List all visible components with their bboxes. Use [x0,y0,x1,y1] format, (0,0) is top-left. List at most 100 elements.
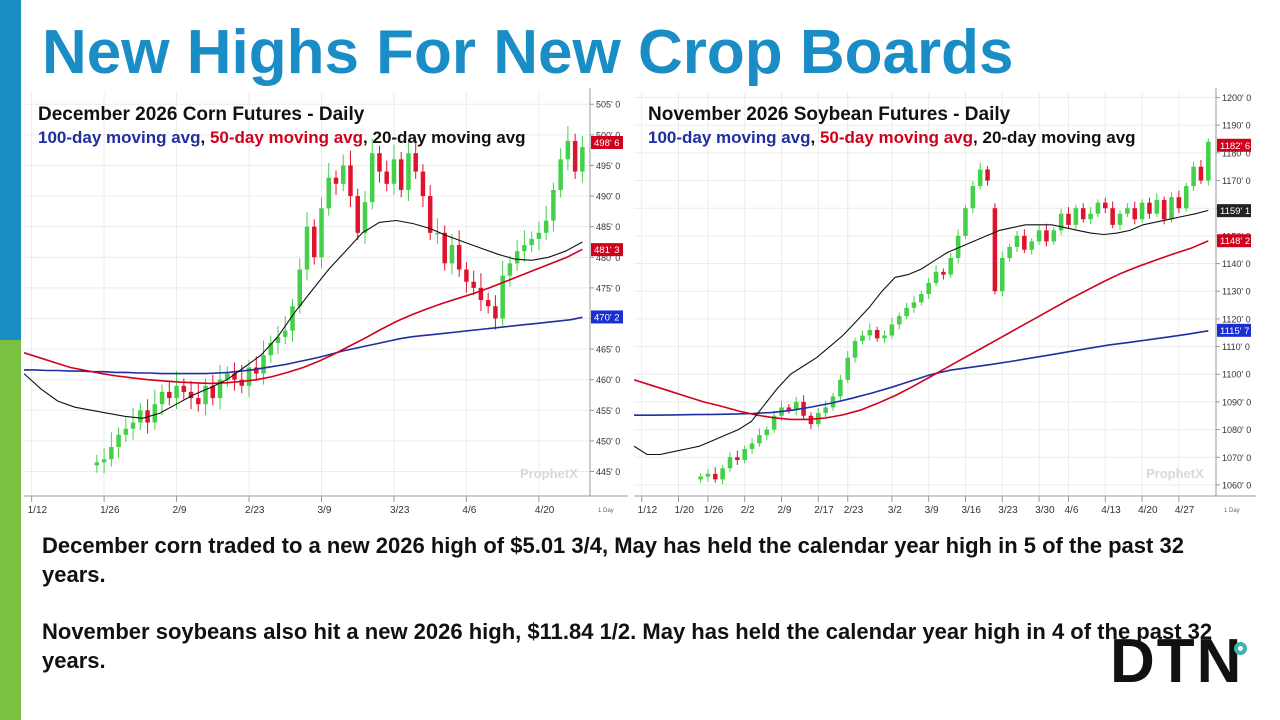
corn-subtitle-sep1: , [200,128,210,147]
soy-x-tick-label: 2/2 [741,505,755,516]
soy-candle [1080,208,1086,220]
corn-candle [275,336,281,343]
corn-commentary: December corn traded to a new 2026 high … [42,533,1184,587]
corn-candle [340,165,346,184]
corn-candle [312,226,317,258]
corn-candle [123,428,129,435]
corn-chart-svg: 505' 0 500' 0 495' 0 490' 0 485' 0 480' 0 475'… [24,88,628,516]
corn-candle [196,398,201,405]
corn-candle [138,410,143,423]
soy-candle [1183,186,1189,209]
corn-candle [181,385,187,392]
corn-y-tick-label: 495' 0 [596,161,620,171]
soy-candle [1036,230,1042,242]
soy-y-tick-label: 1070' 0 [1222,453,1251,463]
soy-x-tick-label: 4/6 [1065,505,1079,516]
soy-subtitle-sep2: , [973,128,983,147]
soy-candle [963,208,968,236]
soy-candle [926,282,931,294]
corn-candle [507,263,513,276]
corn-x-tick-label: 1/12 [28,505,48,516]
corn-candle [406,153,411,190]
soy-candle [970,186,976,209]
corn-candle [565,140,571,160]
soy-candle [793,401,799,411]
corn-subtitle-ma100: 100-day moving avg [38,128,201,147]
soy-x-tick-label: 3/16 [961,505,981,516]
soy-candle [1029,241,1034,250]
soy-candle [698,476,703,480]
corn-x-tick-label: 2/23 [245,505,265,516]
corn-candle [362,202,368,233]
soy-x-tick-label: 1/26 [704,505,724,516]
corn-subtitle-sep2: , [363,128,373,147]
soy-candle [1014,235,1020,247]
corn-y-tick-label: 445' 0 [596,467,620,477]
corn-footer-tick-label: 1 Day [598,508,614,514]
corn-candle [572,140,578,172]
corn-ma20-line [24,219,583,419]
soy-subtitle-ma20: 20-day moving avg [982,128,1136,147]
corn-chart-subtitle: 100-day moving avg, 50-day moving avg, 2… [38,128,526,148]
corn-candle [355,196,360,233]
soy-x-tick-label: 4/20 [1138,505,1158,516]
soy-candle [1058,213,1064,231]
soy-x-tick-label: 2/23 [844,505,864,516]
corn-candle [326,177,331,209]
corn-candle [580,147,585,172]
soy-y-tick-label: 1130' 0 [1222,287,1251,297]
corn-x-tick-label: 4/6 [462,505,476,516]
soy-price-tag [1217,138,1251,152]
accent-bar-green [0,340,21,720]
soy-candle [1139,202,1145,220]
corn-candle [232,373,237,380]
corn-candle [109,447,114,460]
soy-subtitle-ma50: 50-day moving avg [819,128,974,147]
soy-candle [845,357,851,380]
soy-candle [867,329,873,336]
soy-candle [712,473,718,480]
accent-bar-blue [0,0,21,340]
corn-candle [456,245,462,270]
corn-y-tick-label: 475' 0 [596,283,620,293]
soy-y-tick-label: 1080' 0 [1222,425,1251,435]
soy-candle [1022,235,1027,250]
corn-candle [413,153,418,172]
corn-candle [101,459,107,463]
soy-candle [1132,208,1138,220]
soy-candle [735,457,740,461]
corn-candle [290,306,295,331]
soy-candle [1095,202,1101,214]
soy-y-tick-label: 1200' 0 [1222,93,1251,103]
soy-candle [1147,202,1152,214]
soy-y-tick-label: 1090' 0 [1222,397,1251,407]
corn-candle [188,391,194,399]
corn-candle [348,165,353,197]
soy-candle [1154,199,1160,214]
corn-candle [529,238,534,246]
soy-price-tag-label: 1148' 2 [1220,236,1250,247]
corn-ma50-line [24,248,583,385]
corn-candle [551,189,556,221]
corn-candle [377,153,382,172]
corn-x-tick-label: 2/9 [173,505,187,516]
soy-ma50-line [634,240,1209,421]
corn-candle [239,379,245,386]
soy-candle [757,435,762,444]
corn-y-tick-label: 460' 0 [596,375,620,385]
soy-x-tick-label: 4/27 [1175,505,1195,516]
dtn-logo: DTN [1110,627,1260,700]
corn-y-tick-label: 490' 0 [596,192,620,202]
soy-candle [948,258,954,275]
corn-y-tick-label: 465' 0 [596,345,620,355]
corn-candle [283,330,288,337]
corn-candle [268,342,274,356]
soy-x-tick-label: 1/12 [638,505,658,516]
soy-y-tick-label: 1110' 0 [1222,342,1250,352]
soy-candle [1176,197,1182,209]
corn-ma100-line [24,316,583,375]
soy-chart-title: November 2026 Soybean Futures - Daily [648,104,1011,125]
corn-x-tick-label: 4/20 [535,505,555,516]
corn-candle [159,391,165,405]
